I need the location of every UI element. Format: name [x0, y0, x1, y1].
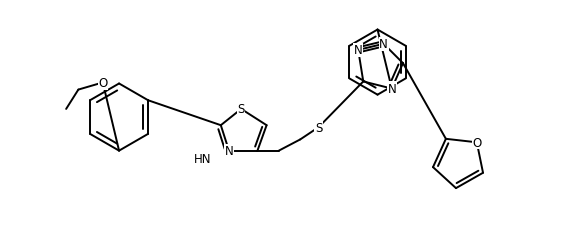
Text: S: S — [238, 103, 245, 116]
Text: N: N — [379, 38, 388, 51]
Text: N: N — [225, 144, 234, 158]
Text: O: O — [472, 136, 481, 149]
Text: N: N — [387, 83, 396, 96]
Text: S: S — [315, 121, 322, 134]
Text: HN: HN — [194, 153, 211, 166]
Text: N: N — [354, 44, 362, 57]
Text: O: O — [98, 77, 108, 90]
